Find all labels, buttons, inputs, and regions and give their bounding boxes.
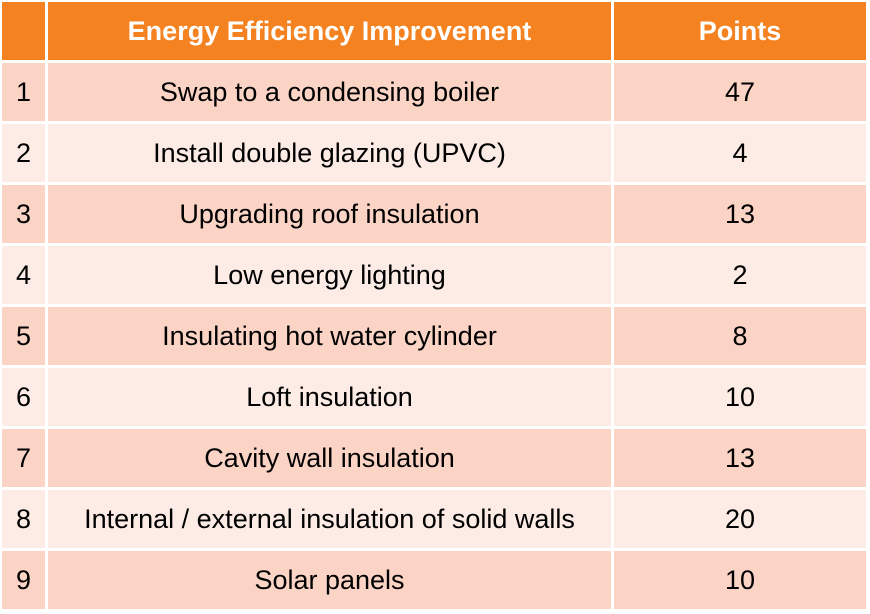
- table-row: 7 Cavity wall insulation 13: [2, 429, 866, 487]
- row-points-cell: 13: [614, 185, 866, 243]
- row-improvement-cell: Cavity wall insulation: [48, 429, 611, 487]
- row-number-cell: 3: [2, 185, 45, 243]
- row-points-cell: 2: [614, 246, 866, 304]
- row-number-cell: 9: [2, 551, 45, 609]
- table-row: 3 Upgrading roof insulation 13: [2, 185, 866, 243]
- row-points-cell: 13: [614, 429, 866, 487]
- row-improvement-cell: Upgrading roof insulation: [48, 185, 611, 243]
- row-improvement-cell: Internal / external insulation of solid …: [48, 490, 611, 548]
- row-number-cell: 8: [2, 490, 45, 548]
- row-points-cell: 4: [614, 124, 866, 182]
- row-number-cell: 5: [2, 307, 45, 365]
- row-improvement-cell: Install double glazing (UPVC): [48, 124, 611, 182]
- table-header-row: Energy Efficiency Improvement Points: [2, 2, 866, 60]
- row-number-cell: 6: [2, 368, 45, 426]
- header-improvement-cell: Energy Efficiency Improvement: [48, 2, 611, 60]
- row-number-cell: 4: [2, 246, 45, 304]
- table-row: 5 Insulating hot water cylinder 8: [2, 307, 866, 365]
- table-row: 9 Solar panels 10: [2, 551, 866, 609]
- header-points-cell: Points: [614, 2, 866, 60]
- row-improvement-cell: Low energy lighting: [48, 246, 611, 304]
- header-number-cell: [2, 2, 45, 60]
- row-improvement-cell: Loft insulation: [48, 368, 611, 426]
- row-points-cell: 10: [614, 551, 866, 609]
- table-row: 4 Low energy lighting 2: [2, 246, 866, 304]
- row-points-cell: 20: [614, 490, 866, 548]
- table-row: 6 Loft insulation 10: [2, 368, 866, 426]
- row-number-cell: 2: [2, 124, 45, 182]
- row-number-cell: 1: [2, 63, 45, 121]
- row-number-cell: 7: [2, 429, 45, 487]
- table-row: 1 Swap to a condensing boiler 47: [2, 63, 866, 121]
- row-improvement-cell: Solar panels: [48, 551, 611, 609]
- row-points-cell: 47: [614, 63, 866, 121]
- row-improvement-cell: Swap to a condensing boiler: [48, 63, 611, 121]
- row-points-cell: 8: [614, 307, 866, 365]
- table-row: 2 Install double glazing (UPVC) 4: [2, 124, 866, 182]
- table-row: 8 Internal / external insulation of soli…: [2, 490, 866, 548]
- row-points-cell: 10: [614, 368, 866, 426]
- row-improvement-cell: Insulating hot water cylinder: [48, 307, 611, 365]
